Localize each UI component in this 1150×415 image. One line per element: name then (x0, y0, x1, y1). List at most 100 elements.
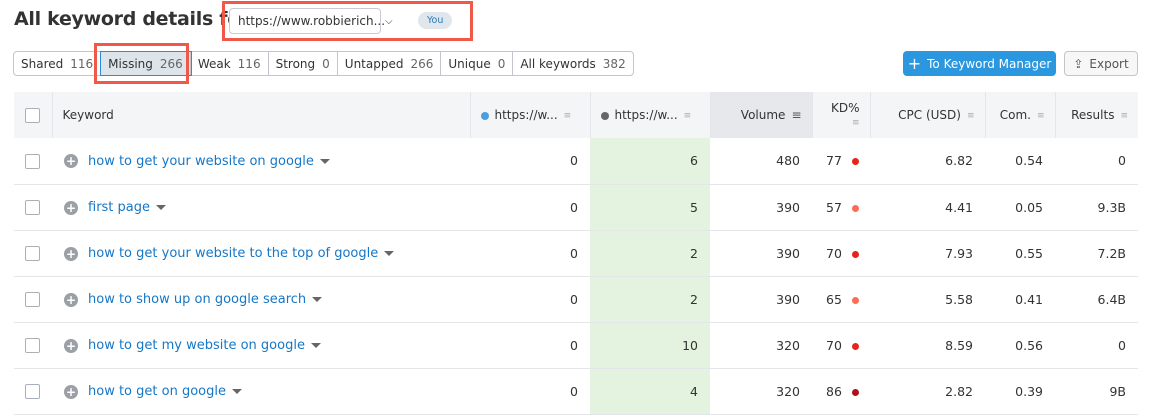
results-cell: 9B (1055, 368, 1138, 415)
col-com-label: Com. (999, 108, 1031, 122)
add-keyword-icon[interactable]: + (64, 384, 78, 399)
row-checkbox[interactable] (25, 200, 40, 215)
domain2-position: 4 (590, 368, 710, 415)
tab-untapped[interactable]: Untapped 266 (338, 52, 442, 75)
page-title: All keyword details for: (14, 8, 257, 30)
chevron-down-icon: ⌵ (385, 15, 393, 27)
domain2-position: 5 (590, 184, 710, 231)
tab-label: Untapped (344, 56, 404, 71)
domain-highlight (222, 1, 473, 41)
add-keyword-icon[interactable]: + (64, 246, 78, 261)
keyword-link[interactable]: how to show up on google search (88, 292, 307, 307)
add-keyword-icon[interactable]: + (64, 338, 78, 353)
col-volume-label: Volume (740, 107, 786, 122)
col-domain1-label: https://w... (494, 108, 558, 122)
tab-label: Missing (108, 56, 153, 71)
cpc-cell: 5.58 (870, 276, 985, 323)
kd-cell: 70 (812, 230, 870, 277)
kd-value: 86 (826, 383, 842, 399)
export-icon: ⇪ (1073, 56, 1084, 71)
col-volume[interactable]: Volume ≡ (710, 92, 813, 138)
row-checkbox[interactable] (25, 246, 40, 261)
keyword-link[interactable]: how to get your website to the top of go… (88, 246, 379, 261)
domain2-position: 10 (590, 322, 710, 369)
kd-value: 70 (826, 337, 842, 353)
domain2-position: 6 (590, 138, 710, 185)
keyword-link[interactable]: how to get your website on google (88, 153, 314, 169)
tab-label: Unique (448, 56, 491, 71)
col-results[interactable]: Results ≡ (1055, 92, 1138, 138)
add-keyword-icon[interactable]: + (64, 154, 78, 169)
col-domain1[interactable]: https://w... ≡ (470, 92, 591, 138)
tab-all-keywords[interactable]: All keywords 382 (513, 52, 632, 75)
keyword-link[interactable]: first page (88, 200, 151, 215)
missing-tab-highlight (94, 43, 189, 84)
results-cell: 9.3B (1055, 184, 1138, 231)
results-cell: 7.2B (1055, 230, 1138, 277)
keyword-table: Keyword https://w... ≡ https://w... ≡ Volu… (14, 92, 1138, 415)
com-cell: 0.41 (985, 276, 1055, 323)
caret-down-icon[interactable] (310, 343, 321, 348)
tab-label: Shared (21, 56, 64, 71)
domain2-position: 2 (590, 276, 710, 323)
tab-count: 266 (159, 56, 183, 71)
keyword-link[interactable]: how to get on google (88, 384, 226, 399)
select-all-checkbox[interactable] (25, 107, 41, 123)
caret-down-icon[interactable] (156, 205, 167, 210)
kd-difficulty-dot-icon (851, 342, 859, 350)
com-cell: 0.39 (985, 368, 1055, 415)
table-row: + how to get your website to the top of g… (14, 230, 1138, 277)
row-checkbox[interactable] (25, 338, 40, 353)
kd-difficulty-dot-icon (851, 204, 859, 212)
com-cell: 0.54 (985, 138, 1055, 185)
keyword-link[interactable]: how to get my website on google (88, 338, 305, 353)
sort-icon: ≡ (1120, 110, 1128, 121)
sort-icon: ≡ (966, 110, 975, 121)
domain1-position: 0 (470, 322, 590, 369)
tab-count: 116 (237, 56, 261, 71)
col-domain2[interactable]: https://w... ≡ (590, 92, 711, 138)
col-com[interactable]: Com. ≡ (985, 92, 1056, 138)
domain-select[interactable]: https://www.robbierich... ⌵ (229, 8, 393, 34)
tab-strong[interactable]: Strong 0 (269, 52, 338, 75)
volume-cell: 320 (710, 368, 812, 415)
add-keyword-icon[interactable]: + (64, 200, 78, 215)
domain-select-value: https://www.robbierich... (238, 14, 386, 28)
cpc-cell: 2.82 (870, 368, 985, 415)
col-cpc[interactable]: CPC (USD) ≡ (870, 92, 986, 138)
kd-value: 57 (826, 199, 842, 215)
kd-cell: 65 (812, 276, 870, 323)
row-checkbox[interactable] (25, 384, 40, 399)
tab-weak[interactable]: Weak 116 (191, 52, 269, 75)
domain1-position: 0 (470, 368, 590, 415)
tab-count: 266 (410, 56, 434, 71)
kd-difficulty-dot-icon (851, 388, 859, 396)
to-keyword-manager-button[interactable]: + To Keyword Manager (903, 51, 1056, 76)
add-keyword-icon[interactable]: + (64, 292, 78, 307)
domain1-dot-icon (480, 111, 489, 120)
row-checkbox[interactable] (25, 153, 40, 169)
tab-shared[interactable]: Shared 116 (14, 52, 102, 75)
you-badge: You (418, 12, 453, 29)
caret-down-icon[interactable] (319, 158, 330, 164)
com-cell: 0.55 (985, 230, 1055, 277)
filter-tabs: Shared 116 Missing 266 Weak 116 Strong 0 Untappe… (13, 51, 634, 76)
results-cell: 6.4B (1055, 276, 1138, 323)
tab-unique[interactable]: Unique 0 (441, 52, 514, 75)
sort-icon: ≡ (683, 110, 692, 121)
caret-down-icon[interactable] (384, 251, 395, 256)
col-kd[interactable]: KD% ≡ (812, 92, 871, 138)
tab-label: Weak (197, 56, 231, 71)
col-keyword[interactable]: Keyword (52, 92, 471, 138)
domain1-position: 0 (470, 184, 590, 231)
table-row: + how to get my website on google 0 10 32… (14, 322, 1138, 369)
col-results-label: Results (1071, 108, 1115, 122)
row-checkbox[interactable] (25, 292, 40, 307)
volume-cell: 390 (710, 184, 812, 231)
export-button[interactable]: ⇪ Export (1064, 51, 1138, 76)
kd-difficulty-dot-icon (851, 250, 859, 258)
caret-down-icon[interactable] (312, 297, 323, 302)
tab-missing[interactable]: Missing 266 (100, 51, 192, 76)
caret-down-icon[interactable] (231, 389, 242, 394)
domain2-position: 2 (590, 230, 710, 277)
